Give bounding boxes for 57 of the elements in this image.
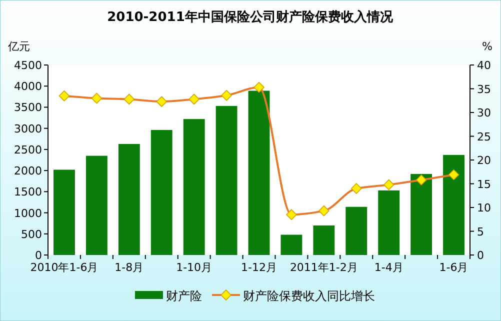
bar (216, 106, 238, 255)
point (318, 205, 330, 216)
y-tick-label: 2000 (14, 164, 42, 178)
point (188, 94, 200, 105)
bar (410, 174, 432, 255)
y2-tick-label: 15 (477, 178, 491, 191)
chart-title: 2010-2011年中国保险公司财产险保费收入情况 (107, 9, 394, 25)
bar (54, 170, 75, 255)
y-tick-label: 4500 (14, 59, 42, 72)
bar (118, 144, 140, 255)
y2-tick-label: 20 (477, 154, 491, 167)
x-tick-label: 1-4月 (374, 261, 404, 274)
point (58, 90, 70, 102)
legend-label: 财产险保费收入同比增长 (243, 289, 375, 303)
point (286, 209, 297, 220)
point (383, 179, 394, 190)
bar (378, 190, 400, 255)
point (448, 169, 460, 180)
y-tick-label: 3000 (14, 122, 42, 136)
x-tick-label: 1-12月 (241, 261, 277, 274)
point (91, 92, 102, 104)
bar (313, 225, 335, 255)
y-tick-label: 500 (21, 228, 42, 241)
point (221, 90, 232, 101)
x-tick-label: 2011年1-2月 (290, 261, 358, 274)
y2-tick-label: 35 (477, 82, 491, 96)
y2-tick-label: 30 (477, 106, 491, 120)
point (350, 183, 362, 194)
point (254, 82, 264, 93)
x-tick-label: 1-8月 (114, 261, 144, 274)
point (156, 96, 168, 107)
y-tick-label: 4000 (14, 80, 42, 94)
bar (443, 154, 464, 255)
bar (86, 156, 108, 255)
y-tick-label: 1500 (14, 186, 42, 199)
bar (280, 234, 302, 255)
y-tick-label: 3500 (14, 101, 42, 114)
point (416, 174, 427, 186)
x-tick-label: 2010年1-6月 (30, 261, 98, 274)
y2-tick-label: 40 (477, 59, 491, 72)
y-tick-label: 0 (35, 249, 42, 262)
y-axis-title: 亿元 (7, 40, 30, 53)
bar (183, 119, 205, 255)
x-tick-label: 1-6月 (439, 261, 468, 274)
y2-tick-label: 10 (477, 202, 491, 214)
y2-tick-label: 0 (477, 249, 484, 262)
bar (248, 90, 270, 255)
y-tick-label: 2500 (14, 143, 42, 156)
y-tick-label: 1000 (14, 206, 42, 220)
point (124, 94, 135, 105)
y2-tick-label: 25 (477, 130, 491, 144)
bar (346, 206, 368, 255)
bar (150, 130, 172, 255)
legend-label: 财产险 (166, 289, 202, 303)
y2-tick-label: 5 (477, 225, 484, 238)
y2-axis-title: % (482, 40, 492, 53)
x-tick-label: 1-10月 (176, 261, 212, 274)
